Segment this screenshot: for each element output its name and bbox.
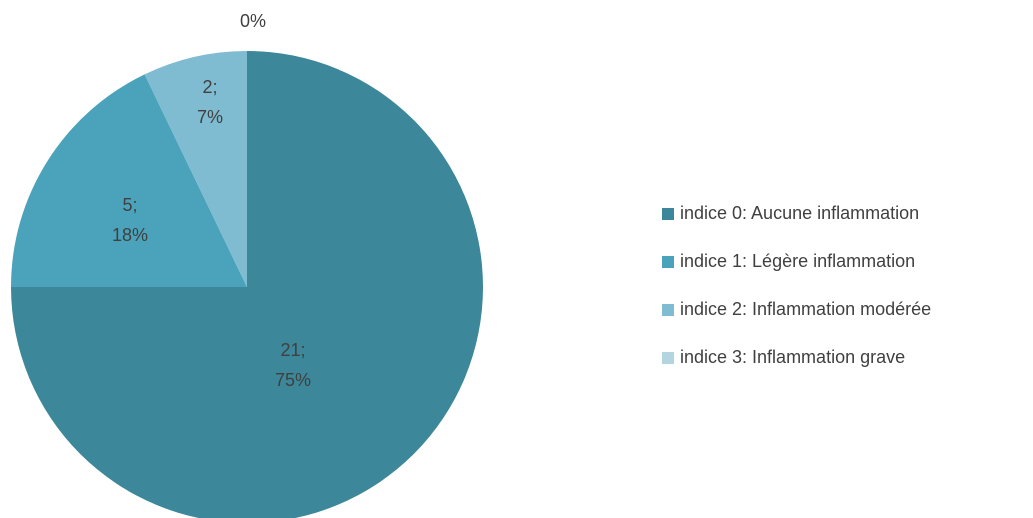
data-label-line: 0%	[240, 11, 266, 31]
data-label: 0%	[240, 11, 266, 31]
legend-label: indice 1: Légère inflammation	[680, 251, 915, 271]
legend-label: indice 2: Inflammation modérée	[680, 299, 931, 319]
pie-slice	[11, 74, 247, 288]
data-label-line: 5;	[122, 195, 137, 215]
data-label-line: 75%	[275, 370, 311, 390]
data-label-line: 18%	[112, 225, 148, 245]
legend-label: indice 3: Inflammation grave	[680, 347, 905, 367]
data-label-line: 7%	[197, 107, 223, 127]
data-label-line: 2;	[202, 77, 217, 97]
legend-swatch	[662, 304, 674, 316]
data-label: 21; 75%	[275, 340, 311, 390]
data-label-line: 21;	[280, 340, 305, 360]
legend-label: indice 0: Aucune inflammation	[680, 203, 919, 223]
data-label: 5; 18%	[112, 195, 148, 245]
legend-swatch	[662, 352, 674, 364]
legend-swatch	[662, 208, 674, 220]
data-label: 2; 7%	[197, 77, 223, 127]
legend-swatch	[662, 256, 674, 268]
pie-slice	[144, 51, 247, 287]
